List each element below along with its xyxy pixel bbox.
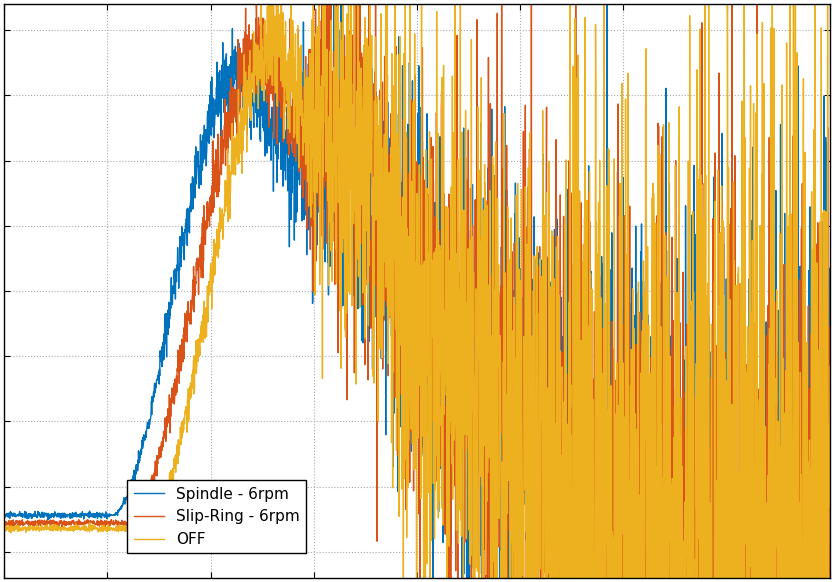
OFF	[93, 528, 103, 535]
Spindle - 6rpm	[143, 419, 153, 426]
Slip-Ring - 6rpm	[352, 150, 362, 157]
OFF	[352, 88, 362, 95]
Spindle - 6rpm	[93, 512, 103, 519]
Line: Slip-Ring - 6rpm: Slip-Ring - 6rpm	[4, 0, 830, 582]
Line: OFF: OFF	[4, 0, 830, 582]
OFF	[316, 102, 326, 109]
Slip-Ring - 6rpm	[143, 491, 153, 498]
Spindle - 6rpm	[0, 510, 9, 517]
Slip-Ring - 6rpm	[316, 105, 326, 112]
Slip-Ring - 6rpm	[93, 519, 103, 526]
OFF	[809, 126, 819, 133]
Spindle - 6rpm	[352, 298, 362, 305]
Legend: Spindle - 6rpm, Slip-Ring - 6rpm, OFF: Spindle - 6rpm, Slip-Ring - 6rpm, OFF	[128, 481, 306, 553]
Slip-Ring - 6rpm	[825, 397, 834, 404]
OFF	[143, 525, 153, 532]
Slip-Ring - 6rpm	[720, 349, 730, 356]
Slip-Ring - 6rpm	[809, 538, 819, 545]
Line: Spindle - 6rpm: Spindle - 6rpm	[4, 0, 830, 582]
Slip-Ring - 6rpm	[0, 518, 9, 525]
Spindle - 6rpm	[316, 218, 326, 225]
OFF	[825, 363, 834, 370]
Spindle - 6rpm	[825, 281, 834, 288]
OFF	[0, 527, 9, 534]
